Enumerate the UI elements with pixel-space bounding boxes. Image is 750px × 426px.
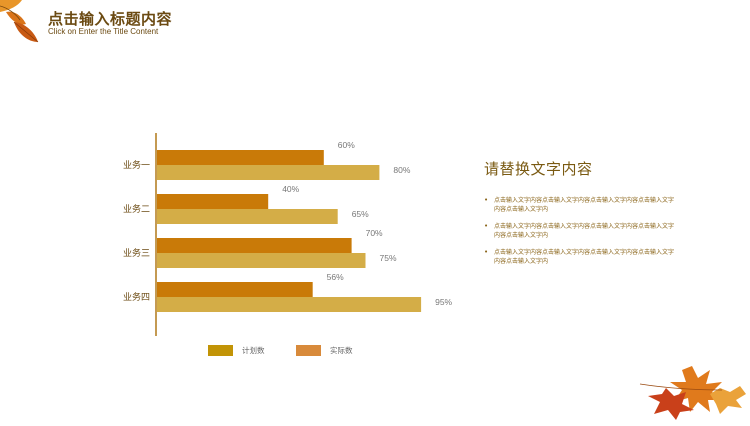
- bar: [157, 165, 380, 180]
- bar: [157, 194, 269, 209]
- data-label: 75%: [380, 253, 397, 263]
- side-panel-title: 请替换文字内容: [484, 160, 593, 178]
- bullet-item: • 点击输入文字内容点击输入文字内容点击输入文字内容点击输入文字内容点击输入文字内: [484, 248, 675, 265]
- bar: [157, 209, 338, 224]
- bar: [157, 282, 313, 297]
- data-label: 56%: [327, 272, 344, 282]
- legend-label: 计划数: [242, 345, 265, 355]
- legend-swatch: [208, 345, 233, 356]
- data-label: 40%: [282, 184, 299, 194]
- page-subtitle: Click on Enter the Title Content: [48, 27, 159, 36]
- bar: [157, 297, 422, 312]
- legend-label: 实际数: [330, 345, 353, 355]
- bar: [157, 238, 352, 253]
- data-label: 95%: [435, 297, 452, 307]
- bar: [157, 150, 324, 165]
- data-label: 70%: [366, 228, 383, 238]
- data-label: 65%: [352, 209, 369, 219]
- bullet-dot-icon: •: [484, 248, 489, 256]
- maple-leaves-decoration-icon: [639, 366, 746, 420]
- bullet-item: • 点击输入文字内容点击输入文字内容点击输入文字内容点击输入文字内容点击输入文字内: [484, 196, 675, 213]
- category-label: 业务一: [123, 159, 150, 171]
- bar: [157, 253, 366, 268]
- data-label: 60%: [338, 140, 355, 150]
- page-title: 点击输入标题内容: [48, 10, 173, 28]
- category-label: 业务四: [123, 291, 150, 303]
- bullet-item: • 点击输入文字内容点击输入文字内容点击输入文字内容点击输入文字内容点击输入文字内: [484, 222, 675, 239]
- bullet-dot-icon: •: [484, 196, 489, 204]
- legend-swatch: [296, 345, 321, 356]
- bullet-list: • 点击输入文字内容点击输入文字内容点击输入文字内容点击输入文字内容点击输入文字内…: [484, 196, 674, 274]
- category-label: 业务二: [123, 203, 150, 215]
- autumn-leaf-decoration-icon: [0, 0, 39, 43]
- bullet-dot-icon: •: [484, 222, 489, 230]
- category-label: 业务三: [123, 247, 150, 259]
- data-label: 80%: [393, 165, 410, 175]
